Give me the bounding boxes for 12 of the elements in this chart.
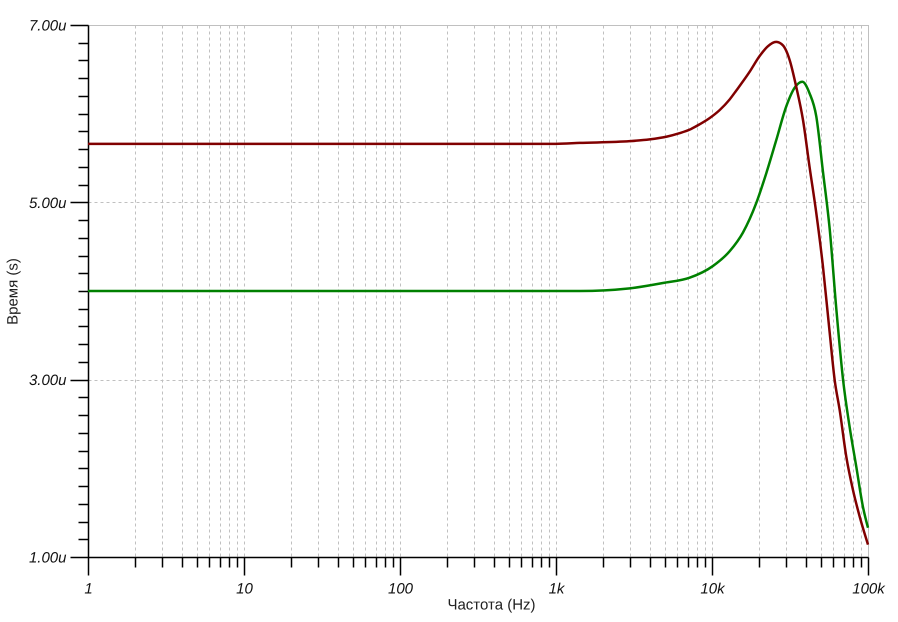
x-tick-label: 10k — [700, 580, 726, 598]
y-tick-label: 5.00u — [28, 194, 68, 212]
x-tick-label: 1 — [84, 580, 93, 598]
x-tick-label: 1k — [548, 580, 566, 598]
y-tick-label: 3.00u — [28, 372, 68, 390]
x-tick-label: 100k — [852, 580, 886, 598]
y-axis-title: Время (s) — [4, 258, 22, 325]
y-tick-label: 7.00u — [28, 18, 68, 34]
x-tick-label: 10 — [236, 580, 254, 598]
x-axis-title: Частота (Hz) — [447, 596, 536, 614]
x-tick-label: 100 — [388, 580, 414, 598]
y-tick-label: 1.00u — [28, 550, 68, 566]
